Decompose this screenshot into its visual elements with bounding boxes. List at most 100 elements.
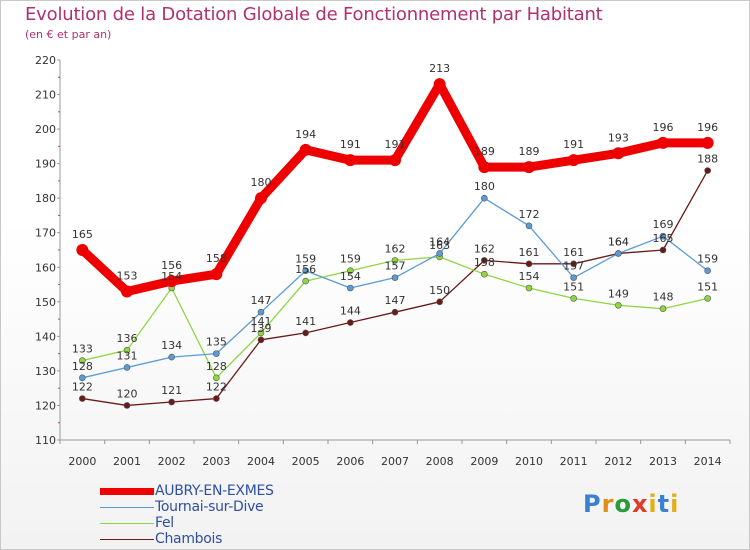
- data-label: 191: [385, 138, 406, 151]
- data-point: [433, 78, 446, 91]
- data-label: 159: [340, 253, 361, 266]
- data-point: [659, 246, 667, 254]
- data-label: 165: [72, 228, 93, 241]
- data-point: [76, 244, 89, 256]
- data-point: [79, 395, 86, 402]
- data-label: 151: [563, 280, 584, 293]
- data-point: [704, 167, 711, 174]
- data-label: 136: [117, 332, 138, 345]
- data-label: 158: [206, 252, 227, 265]
- x-tick-label: 2004: [247, 455, 275, 468]
- data-label: 164: [429, 235, 450, 248]
- legend-item: Fel: [100, 515, 320, 532]
- data-point: [436, 250, 443, 257]
- data-point: [123, 402, 131, 409]
- data-point: [436, 298, 443, 306]
- data-point: [302, 277, 309, 285]
- data-label: 196: [697, 121, 718, 134]
- data-point: [213, 395, 220, 402]
- data-point: [347, 284, 354, 292]
- data-label: 156: [295, 263, 316, 276]
- data-point: [299, 143, 312, 156]
- data-label: 154: [340, 270, 361, 283]
- data-point: [210, 268, 223, 281]
- y-tick-label: 200: [35, 123, 56, 136]
- data-label: 141: [251, 315, 272, 328]
- x-tick-label: 2014: [694, 455, 722, 468]
- data-label: 133: [72, 343, 93, 356]
- data-point: [481, 194, 488, 202]
- data-point: [612, 147, 625, 160]
- data-point: [525, 222, 533, 230]
- data-label: 163: [429, 239, 450, 252]
- x-tick-label: 2012: [604, 455, 632, 468]
- data-label: 131: [117, 349, 138, 362]
- data-label: 153: [117, 269, 138, 282]
- data-label: 141: [295, 315, 316, 328]
- y-tick-label: 120: [35, 399, 56, 412]
- data-label: 191: [340, 138, 361, 151]
- data-label: 159: [697, 253, 718, 266]
- data-point: [570, 295, 577, 302]
- data-label: 122: [72, 381, 93, 394]
- x-tick-label: 2007: [381, 455, 409, 468]
- data-label: 134: [161, 339, 182, 352]
- data-point: [123, 364, 131, 371]
- data-label: 147: [385, 294, 406, 307]
- data-label: 162: [474, 242, 495, 255]
- data-point: [168, 398, 175, 406]
- data-point: [168, 353, 175, 361]
- data-point: [391, 308, 399, 316]
- data-point: [347, 319, 354, 326]
- data-label: 154: [161, 270, 182, 283]
- data-point: [213, 350, 220, 357]
- data-label: 161: [519, 246, 540, 259]
- y-tick-label: 160: [35, 261, 56, 274]
- data-point: [570, 260, 577, 268]
- data-label: 165: [653, 232, 674, 245]
- data-label: 150: [429, 284, 450, 297]
- data-label: 158: [474, 256, 495, 269]
- data-point: [659, 305, 667, 313]
- x-tick-label: 2003: [202, 455, 230, 468]
- x-tick-label: 2002: [158, 455, 186, 468]
- data-label: 139: [251, 322, 272, 335]
- data-label: 147: [251, 294, 272, 307]
- data-label: 172: [519, 208, 540, 221]
- legend-swatch: [100, 539, 154, 540]
- x-tick-label: 2008: [426, 455, 454, 468]
- data-point: [391, 274, 399, 281]
- data-label: 213: [429, 62, 450, 75]
- legend-item: Tournai-sur-Dive: [100, 499, 320, 516]
- data-label: 196: [653, 121, 674, 134]
- y-tick-label: 110: [35, 434, 56, 447]
- x-tick-label: 2009: [470, 455, 498, 468]
- data-label: 193: [608, 131, 629, 144]
- x-tick-label: 2006: [336, 455, 364, 468]
- data-label: 148: [653, 291, 674, 304]
- y-tick-label: 190: [35, 158, 56, 171]
- data-point: [213, 374, 220, 382]
- data-point: [302, 329, 309, 337]
- y-tick-label: 130: [35, 365, 56, 378]
- data-label: 144: [340, 305, 361, 318]
- data-point: [257, 308, 265, 316]
- data-label: 180: [474, 180, 495, 193]
- data-point: [347, 267, 354, 275]
- data-label: 154: [519, 270, 540, 283]
- data-label: 164: [608, 235, 629, 248]
- y-tick-label: 180: [35, 192, 56, 205]
- y-tick-label: 210: [35, 89, 56, 102]
- chart-title: Evolution de la Dotation Globale de Fonc…: [25, 4, 603, 25]
- data-label: 191: [563, 138, 584, 151]
- data-point: [257, 329, 265, 337]
- proxiti-logo: Proxiti: [583, 490, 680, 518]
- data-point: [257, 336, 265, 344]
- x-tick-label: 2010: [515, 455, 543, 468]
- data-label: 161: [563, 246, 584, 259]
- data-label: 189: [519, 145, 540, 158]
- y-tick-label: 140: [35, 330, 56, 343]
- data-point: [79, 374, 86, 382]
- data-label: 151: [697, 280, 718, 293]
